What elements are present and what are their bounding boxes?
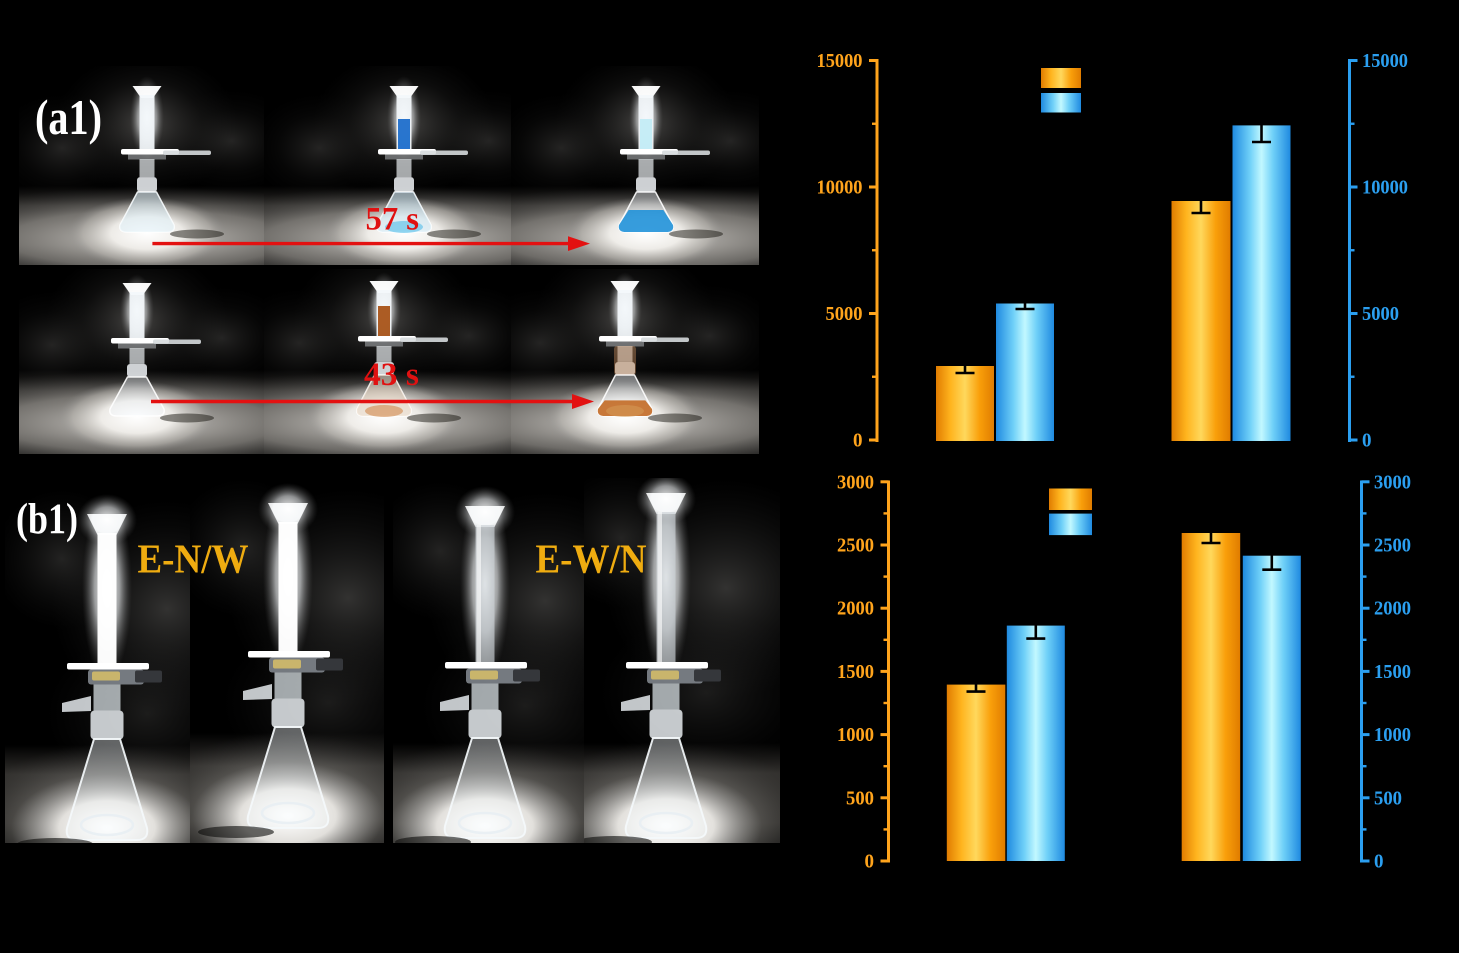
svg-text:500: 500 bbox=[846, 788, 874, 809]
svg-text:3000: 3000 bbox=[837, 472, 874, 493]
svg-text:5000: 5000 bbox=[1362, 304, 1399, 325]
svg-text:2000: 2000 bbox=[1374, 599, 1411, 620]
svg-text:1000: 1000 bbox=[1374, 725, 1411, 746]
svg-text:15000: 15000 bbox=[1362, 51, 1408, 72]
svg-text:1000: 1000 bbox=[837, 725, 874, 746]
svg-text:E-N/W: E-N/W bbox=[138, 536, 249, 582]
svg-text:0: 0 bbox=[853, 431, 863, 452]
svg-text:E-W/N: E-W/N bbox=[536, 536, 647, 582]
svg-text:2500: 2500 bbox=[1374, 536, 1411, 557]
svg-text:(b1): (b1) bbox=[16, 496, 78, 543]
svg-text:3000: 3000 bbox=[1374, 472, 1411, 493]
svg-text:10000: 10000 bbox=[817, 178, 863, 199]
svg-text:5000: 5000 bbox=[826, 304, 863, 325]
svg-text:2000: 2000 bbox=[837, 599, 874, 620]
svg-text:0: 0 bbox=[865, 852, 875, 873]
svg-text:10000: 10000 bbox=[1362, 178, 1408, 199]
svg-text:15000: 15000 bbox=[817, 51, 863, 72]
svg-text:43 s: 43 s bbox=[364, 357, 419, 393]
svg-text:57 s: 57 s bbox=[366, 202, 420, 238]
svg-text:1500: 1500 bbox=[1374, 662, 1411, 683]
svg-text:0: 0 bbox=[1362, 431, 1372, 452]
svg-text:0: 0 bbox=[1374, 852, 1384, 873]
svg-text:500: 500 bbox=[1374, 788, 1402, 809]
svg-text:(a1): (a1) bbox=[35, 89, 102, 145]
svg-text:2500: 2500 bbox=[837, 536, 874, 557]
svg-text:1500: 1500 bbox=[837, 662, 874, 683]
